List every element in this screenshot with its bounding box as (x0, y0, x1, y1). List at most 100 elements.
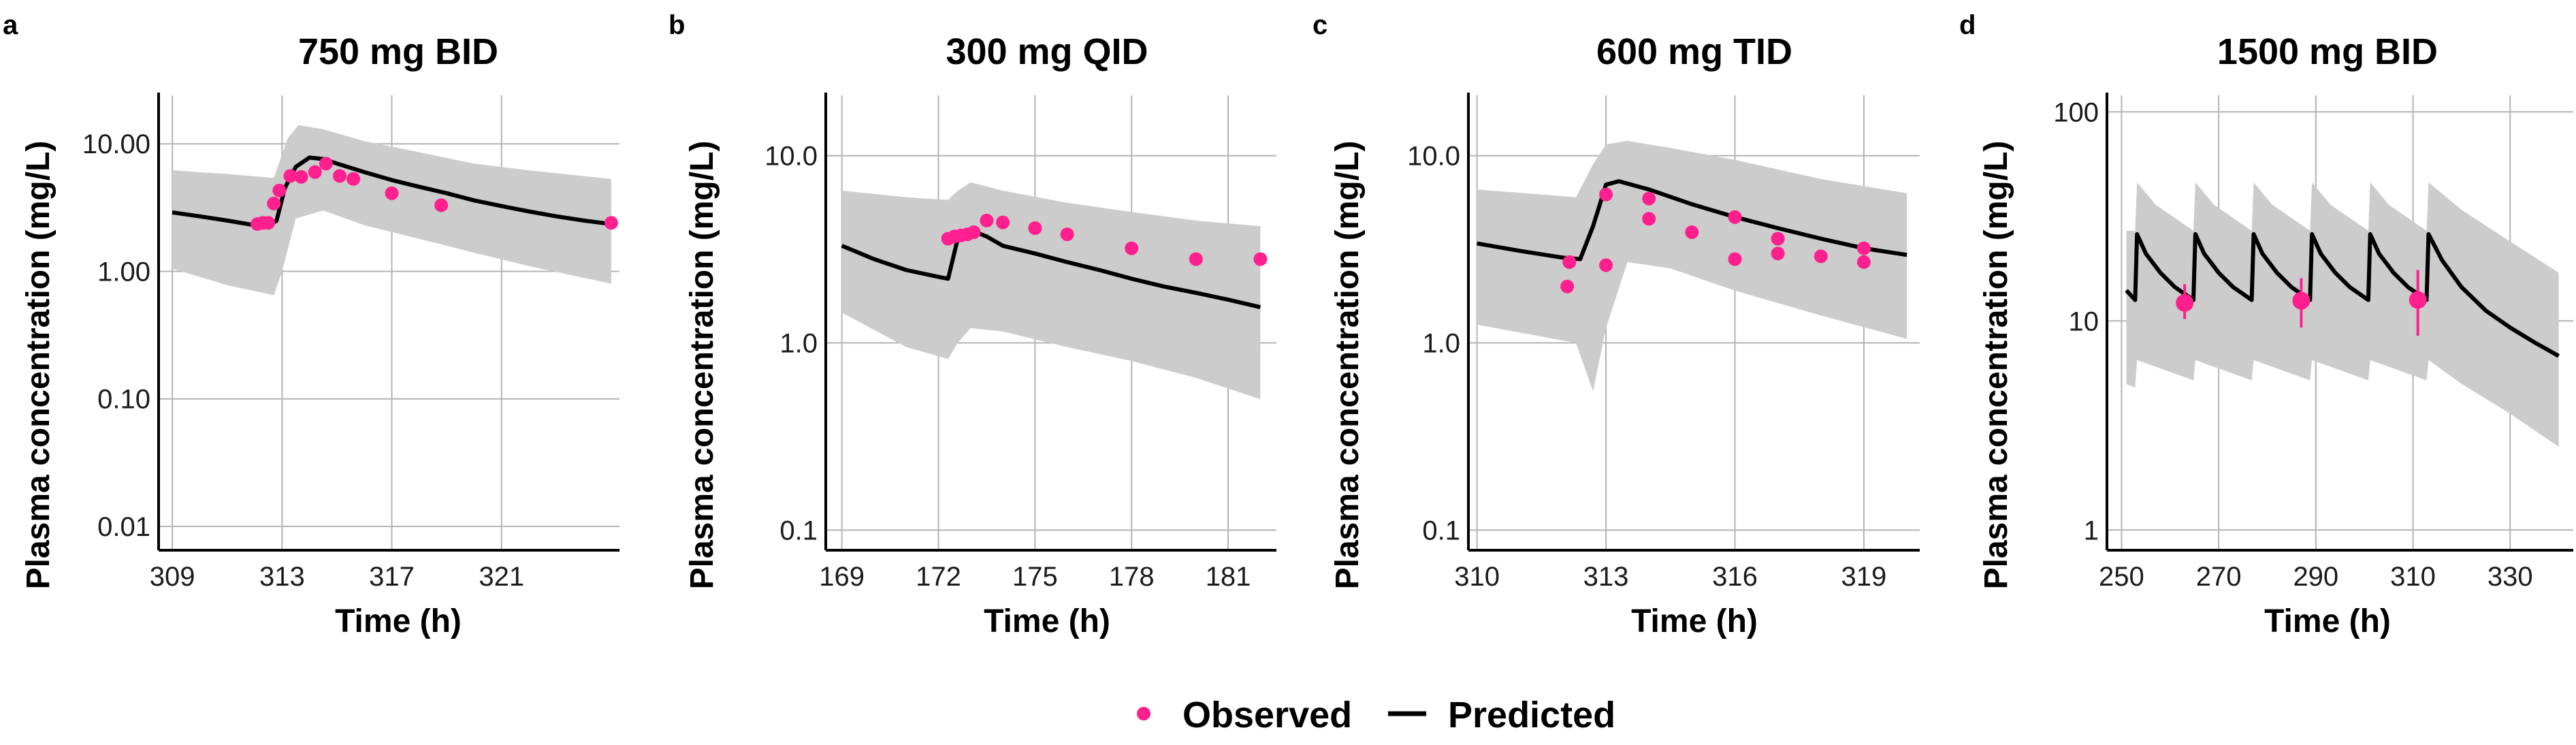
panel-b-title: 300 mg QID (946, 31, 1148, 72)
panel-c: c 600 mg TID Plasma concentration (mg/L)… (1313, 10, 1920, 639)
panel-a-ytick-label-0: 0.01 (97, 512, 150, 542)
panel-a-xtick-label-2: 317 (369, 562, 415, 592)
panel-d-title: 1500 mg BID (2217, 31, 2438, 72)
panel-letter-a: a (3, 10, 18, 40)
panel-b-ytick-label-1: 1.0 (779, 328, 818, 358)
panel-a-xlabel: Time (h) (335, 603, 462, 639)
panel-b-predicted-line (841, 228, 1261, 310)
panel-a-xtick-label-0: 309 (150, 562, 195, 592)
panel-a-ytick-label-1: 0.10 (97, 385, 150, 415)
panel-b-ytick-label-2: 10.0 (764, 142, 818, 172)
panel-a-observed-point-4 (272, 183, 287, 197)
panel-b-observed-point-10 (1189, 252, 1203, 266)
panel-b-ytick-label-0: 0.1 (779, 516, 818, 545)
panel-c-xlabel: Time (h) (1631, 603, 1758, 639)
panel-a-xtick-label-1: 313 (259, 562, 305, 592)
legend-observed-label: Observed (1182, 695, 1352, 735)
panel-a-observed-point-8 (319, 157, 333, 171)
panel-c-observed-point-3 (1599, 187, 1613, 202)
panel-a-observed-point-11 (385, 186, 399, 200)
panel-d-xtick-label-4: 330 (2488, 562, 2533, 592)
panel-b-observed-point-9 (1125, 241, 1139, 255)
panel-d-prediction-band (2126, 182, 2559, 447)
panel-c-prediction-band (1477, 140, 1907, 392)
panel-c-observed-point-6 (1685, 225, 1699, 239)
panel-a-observed-point-10 (347, 172, 361, 186)
panel-c-xtick-label-3: 319 (1841, 562, 1887, 592)
panel-c-ytick-label-2: 10.0 (1407, 142, 1460, 172)
panel-d-xtick-label-1: 270 (2196, 562, 2242, 592)
panel-c-observed-point-13 (1856, 241, 1871, 255)
panel-c-observed-point-10 (1771, 232, 1785, 246)
panel-a-observed-point-7 (308, 165, 322, 179)
panel-d-observed-point-0 (2176, 294, 2194, 312)
panel-d-ytick-label-0: 1 (2084, 516, 2099, 545)
panel-c-xtick-label-1: 313 (1583, 562, 1629, 592)
legend-predicted-label: Predicted (1448, 695, 1615, 735)
panel-d-observed-point-2 (2409, 291, 2427, 309)
panel-c-observed-point-7 (1728, 252, 1742, 266)
panel-a-xtick-label-3: 321 (479, 562, 524, 592)
panel-a-prediction-band (172, 125, 611, 296)
panel-b-observed-point-5 (980, 213, 994, 227)
panel-a-observed-point-13 (604, 216, 618, 230)
panel-a-ytick-label-2: 1.00 (97, 257, 150, 287)
panel-c-xtick-label-0: 310 (1454, 562, 1500, 592)
panel-b-prediction-band (841, 182, 1261, 400)
panel-a: a 750 mg BID Plasma concentration (mg/L)… (3, 10, 619, 639)
panel-b-xtick-label-1: 172 (916, 562, 961, 592)
panel-b-observed-point-7 (1028, 221, 1042, 235)
panel-letter-c: c (1313, 10, 1327, 40)
panel-a-title: 750 mg BID (298, 31, 498, 72)
panel-d-ytick-label-2: 100 (2053, 97, 2099, 127)
panel-a-observed-point-6 (294, 170, 308, 184)
panel-c-ylabel: Plasma concentration (mg/L) (1330, 141, 1366, 590)
panel-b-ylabel: Plasma concentration (mg/L) (684, 141, 720, 590)
panel-c-title: 600 mg TID (1596, 31, 1792, 72)
panel-c-observed-point-0 (1560, 279, 1575, 294)
panel-a-ytick-label-3: 10.00 (82, 129, 150, 159)
panel-d-xtick-label-0: 250 (2099, 562, 2144, 592)
panel-b-observed-point-8 (1060, 227, 1074, 242)
panel-d-xlabel: Time (h) (2264, 603, 2391, 639)
panel-d: d 1500 mg BID Plasma concentration (mg/L… (1959, 10, 2573, 639)
panel-c-observed-point-4 (1642, 212, 1656, 226)
panel-c-plot: 310 313 316 319 0.1 1.0 10.0 (1407, 93, 1920, 592)
panel-a-observed-point-5 (283, 169, 297, 183)
panel-b-observed-point-6 (996, 215, 1010, 229)
panel-a-observed-point-12 (434, 198, 449, 212)
panel-c-observed-point-2 (1599, 258, 1613, 272)
panel-c-observed-point-9 (1771, 247, 1785, 261)
panel-b: b 300 mg QID Plasma concentration (mg/L)… (669, 10, 1276, 639)
panel-b-observed-point-4 (967, 225, 981, 239)
panel-a-observed-point-9 (333, 169, 347, 183)
panel-b-xtick-label-0: 169 (819, 562, 865, 592)
panel-c-observed-point-12 (1856, 255, 1871, 269)
panel-a-observed-point-2 (261, 216, 276, 230)
panel-a-observed-point-3 (267, 196, 281, 210)
panel-b-xtick-label-4: 181 (1206, 562, 1251, 592)
panel-c-observed-point-11 (1814, 249, 1828, 264)
panel-b-plot: 169 172 175 178 181 0.1 1.0 10.0 (764, 93, 1276, 592)
panel-d-xtick-label-3: 310 (2390, 562, 2436, 592)
panel-d-ytick-label-1: 10 (2069, 306, 2099, 336)
panel-d-ylabel: Plasma concentration (mg/L) (1978, 141, 2014, 590)
panel-a-plot: 309 313 317 321 0.01 0.10 1.00 10.00 (82, 93, 619, 592)
panel-b-xtick-label-2: 175 (1012, 562, 1058, 592)
panel-d-xtick-label-2: 290 (2293, 562, 2338, 592)
panel-c-observed-point-8 (1728, 210, 1742, 224)
panel-c-ytick-label-0: 0.1 (1422, 516, 1460, 545)
legend: Observed Predicted (1137, 695, 1615, 735)
panel-letter-b: b (669, 10, 685, 40)
panel-c-ytick-label-1: 1.0 (1422, 328, 1460, 358)
panel-c-xtick-label-2: 316 (1712, 562, 1758, 592)
panel-d-plot: 250 270 290 310 330 1 10 100 (2053, 93, 2573, 592)
panel-b-xlabel: Time (h) (984, 603, 1110, 639)
panel-b-observed-point-11 (1253, 252, 1268, 266)
panel-c-observed-point-5 (1642, 191, 1656, 206)
panel-a-ylabel: Plasma concentration (mg/L) (20, 141, 57, 590)
panel-letter-d: d (1959, 10, 1976, 40)
panel-b-xtick-label-3: 178 (1109, 562, 1155, 592)
legend-observed-marker (1137, 707, 1150, 720)
